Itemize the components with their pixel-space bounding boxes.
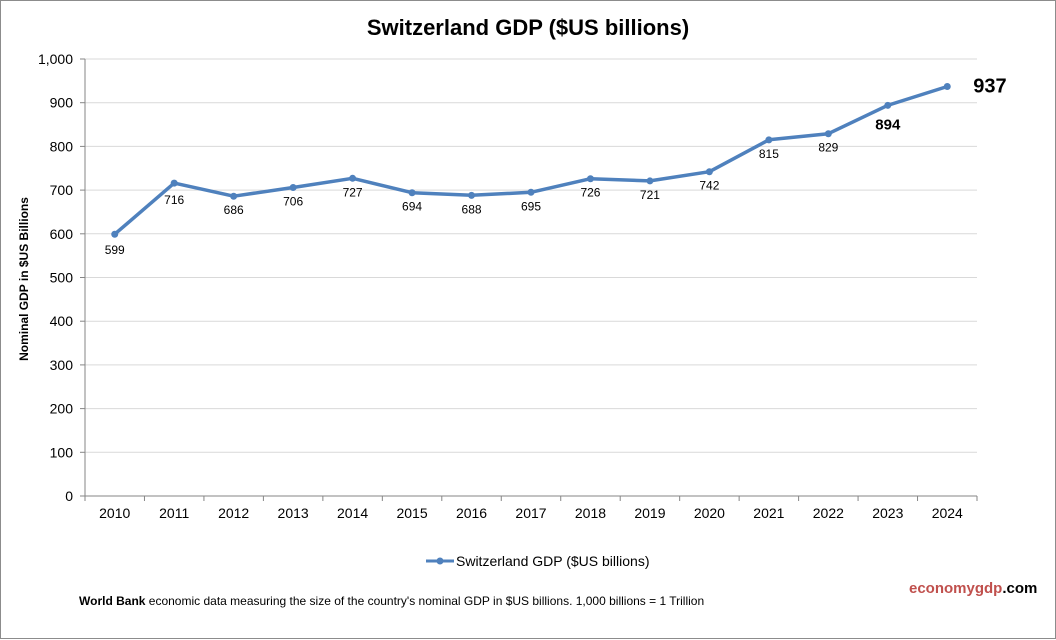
x-tick-label: 2017	[515, 505, 546, 521]
y-axis-title: Nominal GDP in $US Billions	[17, 197, 31, 361]
brand-part-com: .com	[1002, 580, 1038, 597]
y-tick-label: 300	[50, 357, 74, 373]
brand-part-economy: economy	[909, 580, 975, 597]
data-label: 727	[343, 185, 363, 199]
y-tick-label: 600	[50, 226, 74, 242]
y-tick-label: 100	[50, 444, 74, 460]
x-tick-label: 2015	[396, 505, 427, 521]
data-label: 721	[640, 188, 660, 202]
series-switzerland-gdp	[111, 83, 951, 238]
data-point	[289, 183, 297, 191]
data-label: 599	[105, 243, 125, 257]
x-tick-label: 2014	[337, 505, 368, 521]
x-tick-label: 2012	[218, 505, 249, 521]
x-tick-label: 2010	[99, 505, 130, 521]
data-point	[705, 168, 713, 176]
x-tick-label: 2018	[575, 505, 606, 521]
data-label: 726	[580, 186, 600, 200]
footer-source: World Bank	[79, 594, 146, 608]
x-tick-label: 2016	[456, 505, 487, 521]
x-tick-label: 2011	[159, 505, 189, 521]
data-point	[468, 191, 476, 199]
legend: Switzerland GDP ($US billions)	[426, 553, 649, 569]
data-label: 716	[164, 193, 184, 207]
data-label: 686	[224, 203, 244, 217]
x-tick-label: 2022	[813, 505, 844, 521]
data-point	[170, 179, 178, 187]
x-tick-label: 2020	[694, 505, 725, 521]
footer-description: economic data measuring the size of the …	[145, 594, 705, 608]
y-tick-label: 500	[50, 270, 74, 286]
x-tick-label: 2021	[753, 505, 784, 521]
data-label: 815	[759, 147, 779, 161]
data-point	[884, 101, 892, 109]
data-labels: 599 716 686 706 727 694 688 695 726 721 742 815 829 8…	[105, 76, 1007, 258]
data-label: 742	[699, 179, 719, 193]
data-label: 688	[462, 202, 482, 216]
data-label: 706	[283, 194, 303, 208]
x-tick-label: 2013	[278, 505, 309, 521]
data-point	[349, 174, 357, 182]
legend-point-marker	[436, 557, 444, 565]
brand-logo: economygdp.com	[909, 580, 1037, 597]
x-tick-label: 2023	[872, 505, 903, 521]
data-point	[230, 192, 238, 200]
data-point	[646, 177, 654, 185]
x-tick-label: 2024	[932, 505, 963, 521]
legend-label: Switzerland GDP ($US billions)	[456, 553, 649, 569]
data-point	[586, 175, 594, 183]
data-label: 829	[818, 141, 838, 155]
data-point	[824, 130, 832, 138]
footer-note: World Bank economic data measuring the s…	[79, 594, 704, 608]
y-tick-label: 1,000	[38, 51, 73, 67]
data-label: 894	[875, 116, 901, 133]
y-tick-label: 800	[50, 138, 74, 154]
chart-title: Switzerland GDP ($US billions)	[367, 15, 689, 40]
data-label: 694	[402, 200, 422, 214]
data-point	[111, 230, 119, 238]
data-point	[408, 189, 416, 197]
gridlines	[85, 58, 977, 453]
x-tick-label: 2019	[634, 505, 665, 521]
y-tick-label: 200	[50, 401, 74, 417]
data-point	[527, 188, 535, 196]
y-tick-label: 900	[50, 95, 74, 111]
data-point	[943, 83, 951, 91]
data-label: 937	[973, 76, 1006, 98]
y-tick-label: 400	[50, 313, 74, 329]
axes: 0 100 200 300 400 500 600 700 800 900 1,000 2010 201…	[38, 51, 978, 521]
y-tick-label: 0	[65, 488, 73, 504]
data-point	[765, 136, 773, 144]
y-tick-label: 700	[50, 182, 74, 198]
brand-part-gdp: gdp	[974, 580, 1003, 597]
data-label: 695	[521, 199, 541, 213]
